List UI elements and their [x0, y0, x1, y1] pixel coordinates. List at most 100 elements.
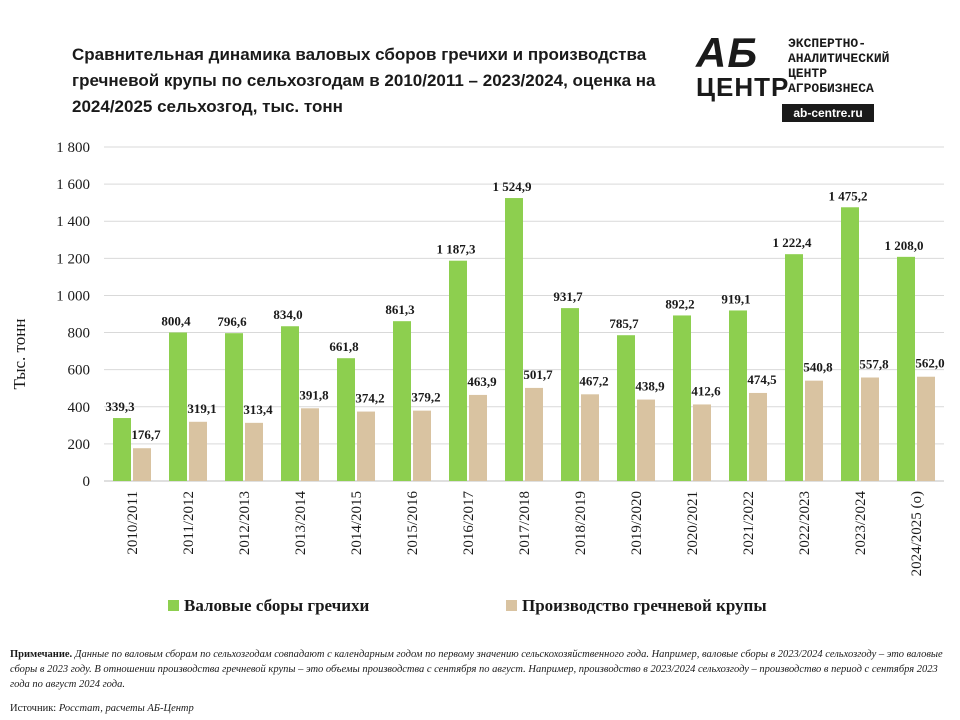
data-label: 374,2 — [355, 391, 384, 406]
bar-harvest — [561, 308, 579, 481]
data-label: 562,0 — [915, 356, 944, 371]
bar-groats — [637, 399, 655, 481]
bar-groats — [693, 404, 711, 481]
bar-groats — [357, 411, 375, 481]
data-label: 1 187,3 — [437, 242, 477, 257]
data-label: 557,8 — [859, 356, 889, 371]
logo-line-1: ЭКСПЕРТНО- — [788, 36, 867, 51]
logo-text: ЭКСПЕРТНО- АНАЛИТИЧЕСКИЙ ЦЕНТР АГРОБИЗНЕ… — [788, 36, 938, 96]
bar-chart: 0 200 400 600 800 1 000 1 200 1 400 1 600 1 800 Ты… — [10, 140, 945, 615]
bar-groats — [805, 380, 823, 481]
footnote-label: Примечание. — [10, 649, 73, 660]
x-tick-label: 2014/2015 — [349, 491, 365, 555]
logo-url: ab-centre.ru — [782, 104, 874, 122]
data-label: 319,1 — [187, 401, 216, 416]
data-label: 391,8 — [299, 387, 329, 402]
x-tick-label: 2016/2017 — [461, 491, 477, 556]
data-label: 339,3 — [105, 399, 135, 414]
source-text: Росстат, расчеты АБ-Центр — [58, 703, 194, 714]
bar-harvest — [617, 335, 635, 481]
data-label: 501,7 — [523, 367, 553, 382]
bar-groats — [469, 394, 487, 481]
x-tick-label: 2019/2020 — [629, 491, 645, 555]
y-tick-label: 800 — [68, 326, 91, 342]
bar-harvest — [337, 358, 355, 481]
data-label: 438,9 — [635, 379, 665, 394]
bar-harvest — [449, 260, 467, 481]
logo-ab: АБ — [696, 29, 759, 76]
x-tick-label: 2018/2019 — [573, 491, 589, 555]
legend-swatch — [506, 600, 517, 611]
chart-title: Сравнительная динамика валовых сборов гр… — [72, 45, 656, 116]
x-tick-label: 2011/2012 — [181, 491, 197, 555]
company-logo: АБ ЦЕНТР ЭКСПЕРТНО- АНАЛИТИЧЕСКИЙ ЦЕНТР … — [690, 30, 940, 122]
bar-groats — [581, 394, 599, 481]
y-axis-title: Тыс. тонн — [10, 319, 29, 390]
data-label: 785,7 — [609, 316, 639, 331]
data-label: 467,2 — [579, 373, 608, 388]
legend-label: Производство гречневой крупы — [522, 596, 767, 615]
data-label: 1 208,0 — [885, 238, 924, 253]
bar-groats — [133, 448, 151, 481]
data-label: 1 222,4 — [773, 235, 813, 250]
bar-harvest — [169, 332, 187, 481]
x-tick-label: 2020/2021 — [685, 491, 701, 555]
bar-groats — [189, 421, 207, 481]
data-label: 463,9 — [467, 374, 497, 389]
logo-center: ЦЕНТР — [696, 72, 790, 102]
data-label: 892,2 — [665, 296, 694, 311]
bar-harvest — [729, 310, 747, 481]
bar-groats — [245, 422, 263, 481]
data-label: 474,5 — [747, 372, 777, 387]
bar-groats — [861, 377, 879, 481]
bar-harvest — [505, 198, 523, 481]
bar-harvest — [281, 326, 299, 481]
legend-swatch — [168, 600, 179, 611]
bar-groats — [301, 408, 319, 481]
y-tick-label: 200 — [68, 437, 91, 453]
logo-line-3: ЦЕНТР — [788, 66, 828, 81]
y-tick-label: 1 800 — [56, 140, 90, 156]
footnote-text: Данные по валовым сборам по сельхозгодам… — [10, 649, 943, 690]
logo-line-4: АГРОБИЗНЕСА — [788, 81, 874, 96]
x-tick-label: 2017/2018 — [517, 491, 533, 555]
data-label: 861,3 — [385, 302, 415, 317]
logo-line-2: АНАЛИТИЧЕСКИЙ — [788, 51, 890, 66]
source: Источник: Росстат, расчеты АБ-Центр — [10, 703, 194, 714]
x-tick-label: 2015/2016 — [405, 491, 421, 556]
x-tick-label: 2013/2014 — [293, 491, 309, 556]
bar-harvest — [785, 254, 803, 481]
x-tick-label: 2023/2024 — [853, 491, 869, 556]
x-tick-label: 2012/2013 — [237, 491, 253, 555]
data-label: 1 524,9 — [493, 179, 533, 194]
bar-groats — [917, 376, 935, 481]
bar-groats — [413, 410, 431, 481]
y-tick-label: 400 — [68, 400, 91, 416]
bar-harvest — [225, 333, 243, 481]
legend-label: Валовые сборы гречихи — [184, 596, 370, 615]
data-label: 931,7 — [553, 289, 583, 304]
source-label: Источник: — [10, 703, 57, 714]
data-label: 379,2 — [411, 390, 440, 405]
data-label: 313,4 — [243, 402, 273, 417]
y-tick-label: 1 600 — [56, 177, 90, 193]
x-tick-label: 2024/2025 (о) — [909, 491, 925, 576]
data-label: 412,6 — [691, 383, 721, 398]
data-label: 800,4 — [161, 313, 191, 328]
data-label: 919,1 — [721, 291, 750, 306]
x-tick-label: 2021/2022 — [741, 491, 757, 555]
data-label: 834,0 — [273, 307, 302, 322]
x-tick-label: 2010/2011 — [125, 491, 141, 555]
data-label: 540,8 — [803, 360, 833, 375]
y-tick-label: 1 000 — [56, 288, 90, 304]
y-tick-label: 1 200 — [56, 251, 90, 267]
bar-harvest — [393, 321, 411, 481]
bar-harvest — [897, 256, 915, 481]
bar-harvest — [673, 315, 691, 481]
bar-harvest — [113, 418, 131, 481]
bar-harvest — [841, 207, 859, 482]
y-tick-label: 600 — [68, 363, 91, 379]
x-tick-label: 2022/2023 — [797, 491, 813, 555]
data-label: 661,8 — [329, 339, 359, 354]
y-tick-label: 0 — [83, 474, 91, 490]
